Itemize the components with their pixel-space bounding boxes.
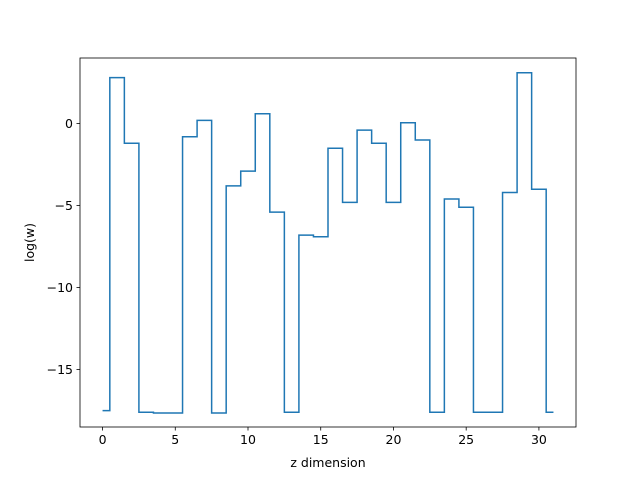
y-tick-label: 0 — [65, 116, 73, 131]
x-tick-label: 20 — [386, 432, 402, 447]
x-tick-label: 10 — [240, 432, 256, 447]
series-line-0 — [102, 72, 554, 414]
x-tick-label: 5 — [171, 432, 179, 447]
axes-frame — [79, 57, 577, 428]
plot-area — [102, 72, 554, 414]
x-tick-label: 15 — [313, 432, 329, 447]
y-tick-label: −15 — [47, 362, 73, 377]
axis-ticks: 0 5 10 15 20 25 30 −15 −10 −5 0 — [47, 116, 547, 447]
x-axis-label: z dimension — [290, 455, 365, 470]
x-tick-label: 0 — [99, 432, 107, 447]
x-tick-label: 25 — [458, 432, 474, 447]
y-tick-label: −10 — [47, 280, 73, 295]
y-tick-label: −5 — [55, 198, 73, 213]
x-tick-label: 30 — [531, 432, 547, 447]
y-axis-label: log(w) — [22, 223, 37, 262]
